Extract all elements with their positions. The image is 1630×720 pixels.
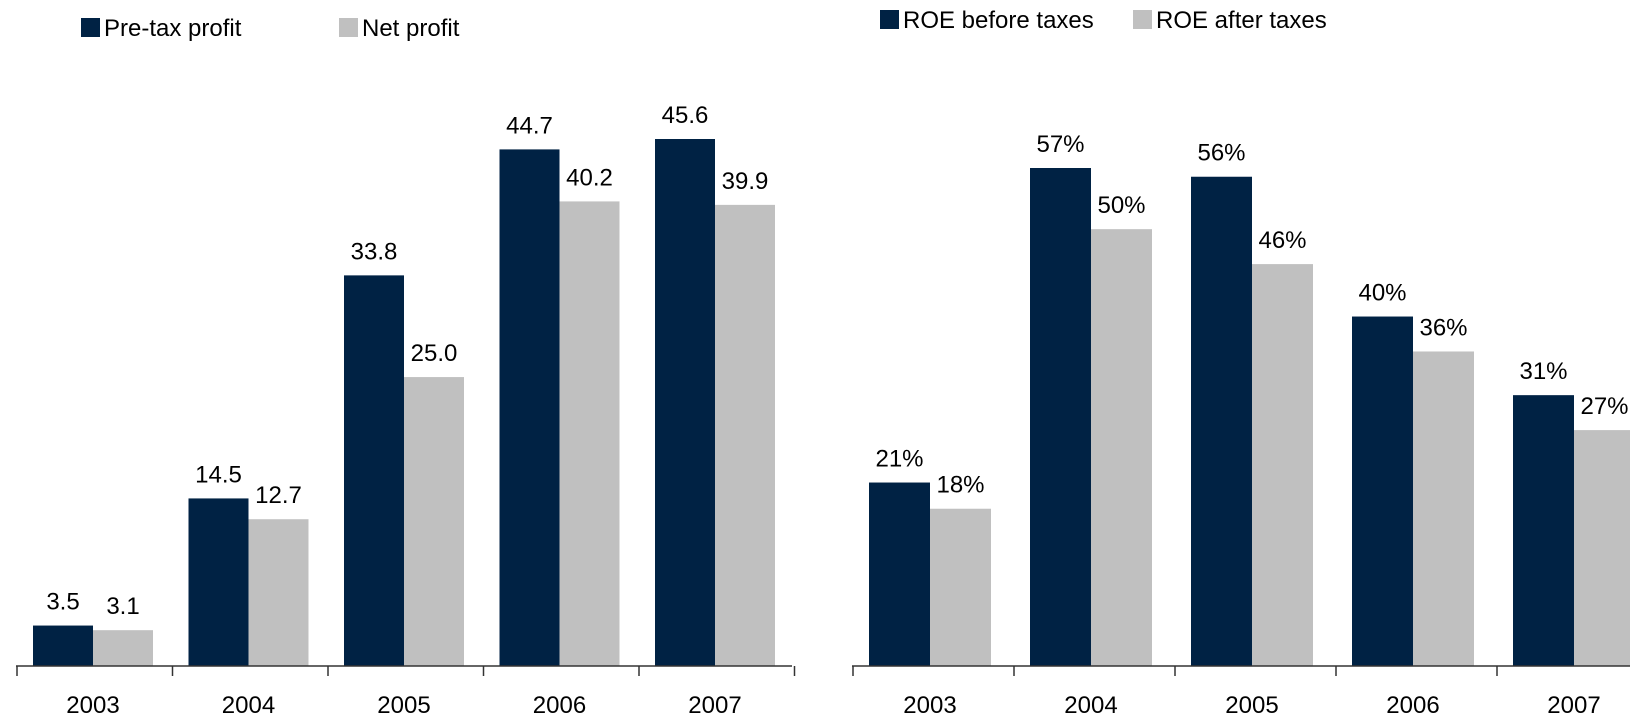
legend-label-0-0: Pre-tax profit [104,15,242,42]
bar-1-1-2005 [1252,264,1313,666]
bar-1-0-2003 [869,482,930,666]
legend-swatch-1-1 [1133,10,1152,29]
legend-label-0-1: Net profit [362,15,460,42]
bar-0-1-2004 [248,519,309,666]
bar-1-1-2004 [1091,229,1152,666]
bar-0-0-2005 [344,275,404,666]
bar-0-0-2007 [655,139,715,666]
data-label-0-1-2004: 12.7 [255,482,302,509]
bar-0-0-2003 [33,625,93,666]
data-label-1-1-2006: 36% [1419,314,1467,341]
data-label-1-0-2006: 40% [1358,280,1406,307]
legend-label-1-1: ROE after taxes [1156,7,1327,34]
data-label-0-0-2004: 14.5 [195,461,242,488]
bar-1-1-2003 [930,508,991,666]
data-label-0-1-2005: 25.0 [411,340,458,367]
profit-chart: Pre-tax profit Net profit 3.5 3.1 2003 14.5 12… [16,15,796,719]
bar-0-0-2006 [499,149,560,667]
data-label-0-0-2005: 33.8 [351,238,398,265]
x-tick-label-1-2006: 2006 [1386,692,1439,719]
x-tick-label-0-2007: 2007 [688,692,741,719]
data-label-1-0-2007: 31% [1519,358,1567,385]
data-label-0-1-2003: 3.1 [106,593,139,620]
x-tick-label-0-2005: 2005 [377,692,430,719]
data-label-0-0-2006: 44.7 [506,112,553,139]
data-label-0-1-2006: 40.2 [566,164,613,191]
x-tick-label-1-2007: 2007 [1547,692,1600,719]
legend-swatch-1-0 [880,10,899,29]
legend-swatch-0-0 [81,18,100,37]
data-label-1-1-2004: 50% [1097,192,1145,219]
data-label-0-0-2003: 3.5 [46,589,79,616]
bar-0-1-2003 [93,630,153,666]
bar-1-0-2004 [1030,168,1091,666]
data-label-1-0-2003: 21% [875,446,923,473]
bar-0-1-2006 [559,201,620,666]
bar-1-1-2007 [1574,430,1630,666]
legend-label-1-0: ROE before taxes [903,7,1094,34]
bar-0-0-2004 [188,498,249,666]
data-label-1-1-2003: 18% [936,472,984,499]
data-label-1-0-2004: 57% [1036,131,1084,158]
bar-1-0-2005 [1191,176,1252,666]
bar-1-0-2006 [1352,316,1413,666]
bar-0-1-2005 [404,377,464,666]
roe-chart: ROE before taxes ROE after taxes 21% 18% 200… [852,7,1630,719]
x-tick-label-0-2004: 2004 [222,692,275,719]
bar-1-1-2006 [1413,351,1474,666]
x-tick-label-1-2005: 2005 [1225,692,1278,719]
legend-swatch-0-1 [339,18,358,37]
data-label-1-1-2005: 46% [1258,227,1306,254]
x-tick-label-1-2004: 2004 [1064,692,1117,719]
bar-1-0-2007 [1513,395,1574,666]
data-label-1-0-2005: 56% [1197,140,1245,167]
data-label-0-1-2007: 39.9 [722,168,769,195]
x-tick-label-0-2003: 2003 [66,692,119,719]
x-tick-label-0-2006: 2006 [533,692,586,719]
x-tick-label-1-2003: 2003 [903,692,956,719]
data-label-0-0-2007: 45.6 [662,102,709,129]
bar-0-1-2007 [715,204,775,666]
data-label-1-1-2007: 27% [1580,393,1628,420]
